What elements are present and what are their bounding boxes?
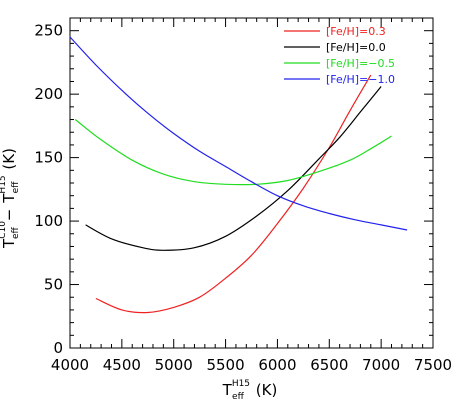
legend-label: [Fe/H]=0.0 bbox=[326, 41, 386, 54]
y-axis-label: TC10 eff−TH15 eff(K) bbox=[0, 148, 21, 249]
y-axis-label-sub2: eff bbox=[11, 181, 21, 194]
series-line bbox=[69, 36, 408, 231]
x-axis-label-base: T bbox=[222, 381, 233, 399]
y-tick-label: 200 bbox=[34, 85, 63, 103]
y-axis-label-base1: T bbox=[0, 238, 18, 249]
x-tick-label: 5500 bbox=[206, 356, 244, 374]
y-tick-label: 0 bbox=[53, 339, 63, 357]
x-axis-label-sub: eff bbox=[232, 392, 245, 402]
series-line bbox=[74, 119, 392, 186]
y-tick-label: 250 bbox=[34, 22, 63, 40]
x-tick-label: 4500 bbox=[103, 356, 141, 374]
legend-label: [Fe/H]=−0.5 bbox=[326, 57, 395, 70]
x-tick-label: 4000 bbox=[51, 356, 89, 374]
x-tick-label: 7500 bbox=[414, 356, 452, 374]
y-tick-label: 100 bbox=[34, 212, 63, 230]
x-axis-label: TH15 eff (K) bbox=[222, 379, 278, 402]
legend: [Fe/H]=0.3 [Fe/H]=0.0 [Fe/H]=−0.5 [Fe/H]=−1… bbox=[284, 25, 395, 86]
axis-ticks: 4000 4500 5000 5500 6000 6500 7000 7500 0 50 100 15… bbox=[34, 17, 452, 374]
legend-label: [Fe/H]=−1.0 bbox=[326, 73, 395, 86]
legend-label: [Fe/H]=0.3 bbox=[326, 25, 386, 38]
y-axis-label-sup1: C10 bbox=[0, 221, 8, 239]
series-lines bbox=[69, 36, 408, 314]
x-tick-label: 6000 bbox=[258, 356, 296, 374]
x-tick-label: 7000 bbox=[362, 356, 400, 374]
y-tick-label: 50 bbox=[44, 276, 63, 294]
series-line bbox=[85, 86, 382, 251]
x-tick-label: 6500 bbox=[310, 356, 348, 374]
y-axis-label-minus: − bbox=[0, 209, 18, 222]
series-line bbox=[95, 74, 372, 314]
x-axis-label-unit: (K) bbox=[256, 381, 278, 399]
x-tick-label: 5000 bbox=[155, 356, 193, 374]
y-axis-label-sup2: H15 bbox=[0, 175, 8, 193]
y-axis-label-base2: T bbox=[0, 193, 18, 204]
y-tick-label: 150 bbox=[34, 149, 63, 167]
y-axis-label-sub1: eff bbox=[11, 227, 21, 240]
y-axis-label-unit: (K) bbox=[0, 148, 18, 170]
x-axis-label-sup: H15 bbox=[232, 379, 250, 389]
